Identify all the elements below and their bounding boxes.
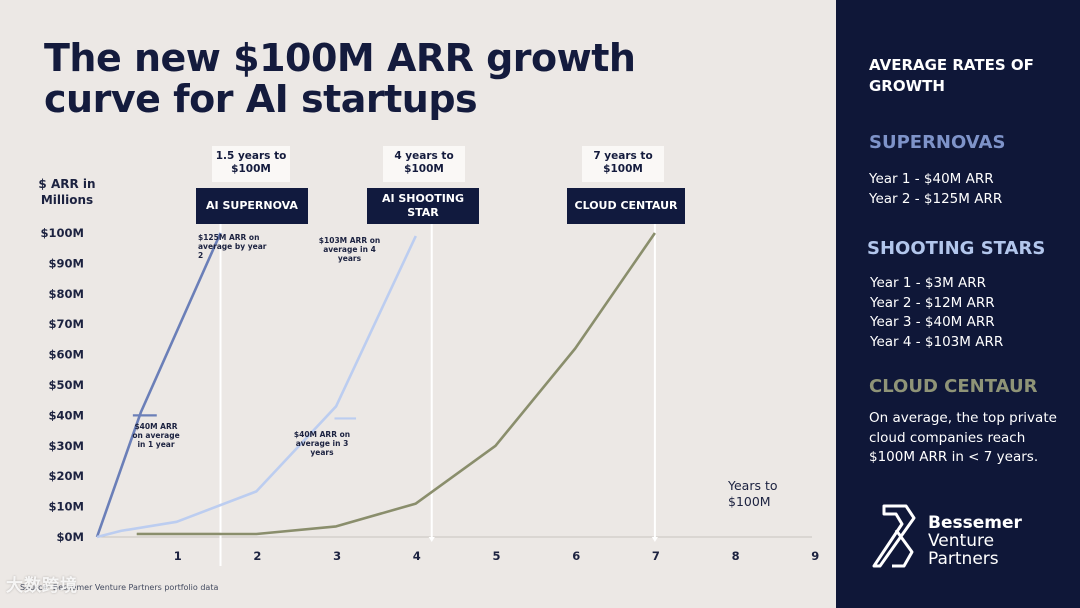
- cloud-centaur-text: On average, the top private cloud compan…: [869, 410, 1057, 465]
- x-tick-label: 8: [732, 549, 740, 563]
- shooting-star-40m-annotation: $40M ARR on average in 3 years: [293, 430, 351, 457]
- y-tick-label: $0M: [57, 530, 84, 544]
- y-tick-label: $40M: [49, 408, 84, 422]
- x-axis-title: Years to $100M: [728, 478, 778, 509]
- chart-area: The new $100M ARR growth curve for AI st…: [6, 36, 819, 597]
- watermark: 大数跨境: [6, 576, 78, 596]
- y-tick-label: $90M: [49, 256, 84, 270]
- x-tick-label: 6: [572, 549, 580, 563]
- shooting-stars-title: SHOOTING STARS: [867, 238, 1046, 259]
- x-tick-label: 5: [492, 549, 500, 563]
- x-tick-label: 7: [652, 549, 660, 563]
- bessemer-logo-text: Bessemer Venture Partners: [928, 514, 1022, 568]
- shooting-star-label: AI SHOOTING STAR: [367, 188, 479, 224]
- supernovas-title: SUPERNOVAS: [869, 132, 1006, 153]
- y-tick-label: $60M: [49, 348, 84, 362]
- supernovas-list: Year 1 - $40M ARR Year 2 - $125M ARR: [869, 170, 1002, 209]
- x-tick-label: 1: [174, 549, 182, 563]
- year-marker-arrow: [651, 537, 658, 542]
- centaur-time-callout: 7 years to $100M: [582, 146, 664, 182]
- logo-line-2: Venture: [928, 531, 995, 551]
- logo-line-3: Partners: [928, 549, 999, 569]
- x-tick-label: 4: [413, 549, 421, 563]
- list-item: Year 1 - $3M ARR: [870, 275, 987, 291]
- y-tick-label: $70M: [49, 317, 84, 331]
- shooting-star-top-annotation: $103M ARR on average in 4 years: [318, 236, 381, 263]
- y-tick-label: $50M: [49, 378, 84, 392]
- series-line: [96, 235, 417, 539]
- y-tick-label: $100M: [41, 226, 84, 240]
- list-item: Year 2 - $12M ARR: [870, 294, 995, 311]
- x-tick-label: 2: [253, 549, 261, 563]
- supernova-40m-annotation: $40M ARR on average in 1 year: [132, 422, 180, 449]
- supernova-label: AI SUPERNOVA: [196, 188, 308, 224]
- centaur-label: CLOUD CENTAUR: [567, 188, 685, 224]
- y-tick-label: $10M: [49, 500, 84, 514]
- x-tick-label: 3: [333, 549, 341, 563]
- shooting-star-time-callout: 4 years to $100M: [383, 146, 465, 182]
- list-item: Year 4 - $103M ARR: [870, 333, 1004, 350]
- y-tick-label: $20M: [49, 469, 84, 483]
- shooting-stars-list: Year 1 - $3M ARR Year 2 - $12M ARR Year …: [870, 274, 1003, 352]
- cloud-centaur-title: CLOUD CENTAUR: [869, 376, 1038, 397]
- supernova-top-annotation: $125M ARR on average by year 2: [198, 233, 267, 260]
- logo-line-1: Bessemer: [928, 513, 1022, 533]
- page-title: The new $100M ARR growth curve for AI st…: [44, 36, 636, 121]
- y-tick-label: $80M: [49, 287, 84, 301]
- series-line: [95, 232, 222, 538]
- growth-chart: $0M $10M $20M $30M $40M $50M $60M $70M $80M $90M $…: [41, 224, 819, 566]
- y-axis-unit-label: $ ARR in Millions: [38, 177, 96, 207]
- list-item: Year 2 - $125M ARR: [869, 190, 1003, 207]
- source-note: Source: Bessemer Venture Partners portfo…: [20, 583, 219, 592]
- y-tick-label: $30M: [49, 439, 84, 453]
- sidebar: AVERAGE RATES OF GROWTH SUPERNOVAS Year …: [836, 0, 1080, 608]
- list-item: Year 1 - $40M ARR: [869, 171, 994, 187]
- x-tick-label: 9: [811, 549, 819, 563]
- supernova-time-callout: 1.5 years to $100M: [212, 146, 290, 182]
- list-item: Year 3 - $40M ARR: [870, 314, 995, 330]
- bessemer-logo-icon: [872, 504, 916, 568]
- year-marker-arrow: [428, 537, 435, 542]
- sidebar-heading: AVERAGE RATES OF GROWTH: [869, 56, 1034, 95]
